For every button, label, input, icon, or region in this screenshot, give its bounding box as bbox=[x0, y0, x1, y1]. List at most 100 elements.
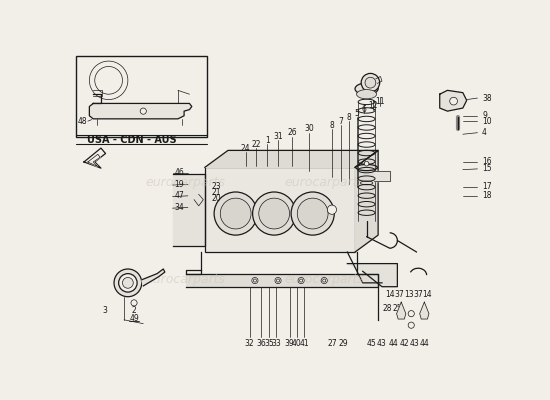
Text: 2: 2 bbox=[131, 306, 136, 315]
Circle shape bbox=[408, 310, 414, 317]
Text: 12: 12 bbox=[368, 101, 377, 110]
Circle shape bbox=[298, 198, 328, 229]
Polygon shape bbox=[348, 264, 397, 287]
Text: 24: 24 bbox=[241, 144, 250, 153]
Text: 45: 45 bbox=[367, 339, 377, 348]
Text: 47: 47 bbox=[174, 191, 184, 200]
Text: 7: 7 bbox=[339, 117, 344, 126]
Text: 17: 17 bbox=[482, 182, 492, 191]
Ellipse shape bbox=[355, 83, 378, 94]
Circle shape bbox=[321, 278, 327, 284]
Text: eurocarparts: eurocarparts bbox=[146, 176, 226, 189]
Text: 25: 25 bbox=[393, 304, 402, 313]
Text: 11: 11 bbox=[375, 97, 384, 106]
Text: 26: 26 bbox=[287, 128, 296, 137]
Ellipse shape bbox=[356, 90, 377, 99]
Text: eurocarparts: eurocarparts bbox=[284, 272, 364, 286]
Text: 40: 40 bbox=[292, 339, 301, 348]
Text: 37: 37 bbox=[413, 290, 423, 299]
Text: 29: 29 bbox=[339, 339, 348, 348]
Circle shape bbox=[252, 192, 296, 235]
Text: 30: 30 bbox=[304, 124, 314, 133]
Circle shape bbox=[327, 205, 337, 214]
Text: 1: 1 bbox=[265, 136, 269, 145]
Text: 6: 6 bbox=[362, 105, 367, 114]
Text: 3: 3 bbox=[102, 306, 107, 315]
Circle shape bbox=[300, 279, 302, 282]
Text: 34: 34 bbox=[174, 203, 184, 212]
Text: 8: 8 bbox=[346, 113, 351, 122]
Text: 32: 32 bbox=[245, 339, 254, 348]
Circle shape bbox=[275, 278, 281, 284]
Bar bbox=[205, 167, 355, 252]
Text: 43: 43 bbox=[409, 339, 419, 348]
Circle shape bbox=[214, 192, 257, 235]
Circle shape bbox=[277, 279, 279, 282]
Circle shape bbox=[408, 322, 414, 328]
Polygon shape bbox=[355, 150, 378, 252]
Text: 8: 8 bbox=[329, 120, 334, 130]
Polygon shape bbox=[142, 269, 165, 286]
Text: 5: 5 bbox=[354, 109, 359, 118]
Text: 38: 38 bbox=[482, 94, 492, 102]
Text: 44: 44 bbox=[389, 339, 398, 348]
Text: eurocarparts: eurocarparts bbox=[146, 272, 226, 286]
Polygon shape bbox=[173, 174, 205, 246]
Circle shape bbox=[131, 300, 137, 306]
Polygon shape bbox=[420, 302, 429, 319]
Bar bbox=[76, 56, 207, 136]
Text: 42: 42 bbox=[399, 339, 409, 348]
Circle shape bbox=[298, 278, 304, 284]
Text: 14: 14 bbox=[422, 290, 432, 299]
Polygon shape bbox=[88, 154, 100, 166]
Polygon shape bbox=[89, 104, 192, 119]
Polygon shape bbox=[375, 171, 389, 181]
Text: 20: 20 bbox=[211, 194, 221, 204]
Circle shape bbox=[323, 279, 326, 282]
Circle shape bbox=[119, 274, 137, 292]
Circle shape bbox=[364, 161, 369, 166]
Polygon shape bbox=[205, 150, 378, 167]
Text: 46: 46 bbox=[174, 168, 184, 177]
Text: 44: 44 bbox=[420, 339, 429, 348]
Text: 13: 13 bbox=[404, 290, 414, 299]
Circle shape bbox=[114, 269, 142, 297]
Circle shape bbox=[140, 108, 146, 114]
Text: 22: 22 bbox=[252, 140, 261, 149]
Text: 28: 28 bbox=[383, 304, 392, 313]
Text: 48: 48 bbox=[78, 117, 87, 126]
Polygon shape bbox=[186, 274, 378, 288]
Circle shape bbox=[291, 192, 334, 235]
Text: USA - CDN - AUS: USA - CDN - AUS bbox=[87, 135, 177, 145]
Text: 19: 19 bbox=[174, 180, 184, 189]
Circle shape bbox=[252, 278, 258, 284]
Text: 36: 36 bbox=[256, 339, 266, 348]
Circle shape bbox=[450, 97, 458, 105]
Text: 21: 21 bbox=[211, 188, 221, 197]
Circle shape bbox=[123, 278, 133, 288]
Text: 49: 49 bbox=[129, 314, 139, 323]
Text: 35: 35 bbox=[264, 339, 274, 348]
Text: 31: 31 bbox=[273, 132, 283, 141]
Text: 4: 4 bbox=[482, 128, 487, 137]
Text: 10: 10 bbox=[482, 117, 492, 126]
Polygon shape bbox=[397, 302, 406, 319]
Text: 9: 9 bbox=[482, 111, 487, 120]
Circle shape bbox=[361, 74, 380, 92]
Text: 41: 41 bbox=[299, 339, 309, 348]
Text: 43: 43 bbox=[377, 339, 387, 348]
Text: 27: 27 bbox=[327, 339, 337, 348]
Text: 16: 16 bbox=[482, 158, 492, 166]
Text: 23: 23 bbox=[211, 182, 221, 191]
Text: eurocarparts: eurocarparts bbox=[284, 176, 364, 189]
Text: 14: 14 bbox=[385, 290, 394, 299]
Circle shape bbox=[259, 198, 289, 229]
Circle shape bbox=[254, 279, 256, 282]
Text: 33: 33 bbox=[272, 339, 282, 348]
Polygon shape bbox=[440, 90, 466, 111]
Text: 15: 15 bbox=[482, 164, 492, 173]
Circle shape bbox=[365, 77, 376, 88]
Text: 18: 18 bbox=[482, 191, 492, 200]
Circle shape bbox=[220, 198, 251, 229]
Text: 39: 39 bbox=[285, 339, 294, 348]
